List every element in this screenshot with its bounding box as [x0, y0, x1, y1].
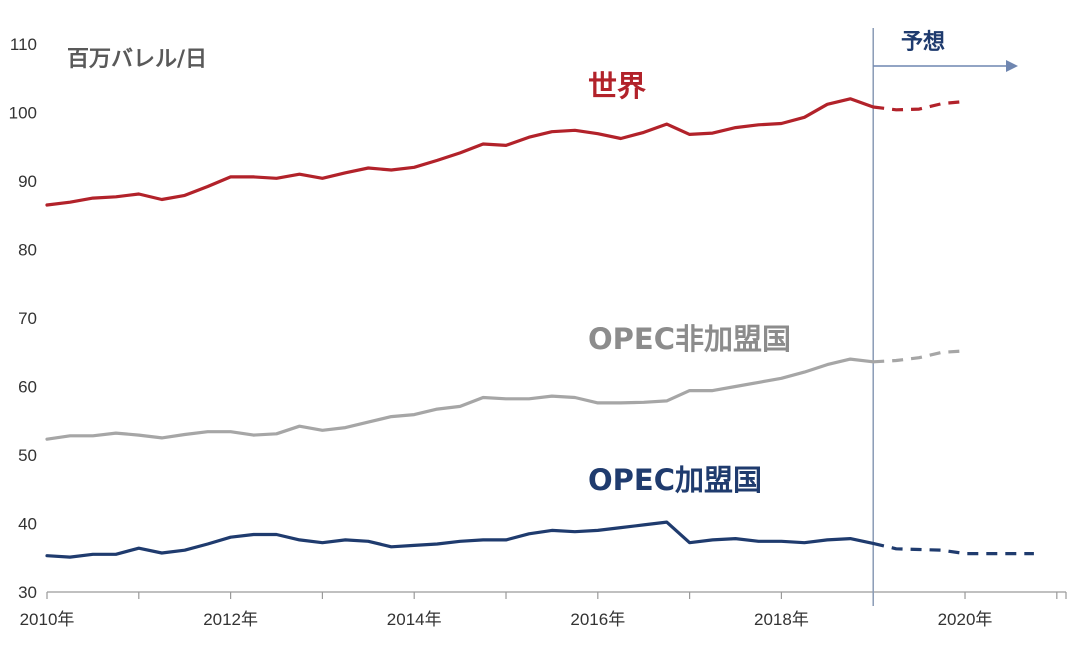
series-forecast-line-opec [872, 541, 1034, 556]
y-axis-unit-label: 百万バレル/日 [67, 47, 207, 72]
series-lines [45, 97, 1034, 559]
series-forecast-line-world [873, 99, 966, 112]
x-tick-label-2020: 2020年 [938, 610, 993, 629]
y-tick-label-90: 90 [18, 172, 37, 191]
series-label-non-opec: OPEC非加盟国 [588, 322, 791, 356]
y-tick-label-40: 40 [18, 515, 37, 534]
y-tick-label-110: 110 [10, 35, 37, 54]
x-tick-label-2012: 2012年 [203, 610, 258, 629]
x-tick-label-2018: 2018年 [754, 610, 809, 629]
y-tick-label-100: 100 [9, 104, 37, 123]
series-line-opec [45, 520, 875, 559]
series-forecast-line-non-opec [873, 349, 966, 364]
y-tick-label-80: 80 [18, 241, 37, 260]
x-tick-label-2010: 2010年 [20, 610, 75, 629]
series-line-world [45, 97, 875, 207]
forecast-label: 予想 [901, 30, 945, 55]
y-axis-tick-labels: 30 40 50 60 70 80 90 100 110 [9, 35, 37, 602]
y-tick-label-70: 70 [18, 309, 37, 328]
x-axis: 2010年 2012年 2014年 2016年 2018年 2020年 [20, 591, 1067, 629]
series-label-opec: OPEC加盟国 [588, 463, 762, 497]
x-tick-label-2016: 2016年 [570, 610, 625, 629]
y-tick-label-60: 60 [18, 378, 37, 397]
series-line-non-opec [45, 357, 875, 441]
forecast-arrow-icon [873, 60, 1018, 72]
x-tick-label-2014: 2014年 [387, 610, 442, 629]
y-tick-label-30: 30 [18, 583, 37, 602]
y-tick-label-50: 50 [18, 446, 37, 465]
forecast-arrow-head [1006, 60, 1018, 72]
series-label-world: 世界 [588, 69, 646, 103]
